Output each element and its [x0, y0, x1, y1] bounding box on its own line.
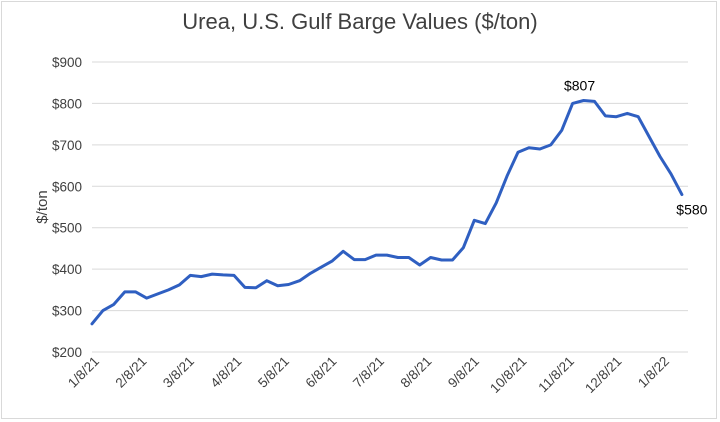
data-label: $580: [676, 202, 707, 218]
x-tick-label: 8/8/21: [397, 354, 434, 391]
x-tick-label: 2/8/21: [112, 354, 149, 391]
x-tick-label: 3/8/21: [160, 354, 197, 391]
series-group: [90, 99, 684, 326]
x-axis-ticks: 1/8/21 2/8/21 3/8/21 4/8/21 5/8/21 6/8/21 7/8/…: [65, 354, 672, 396]
x-tick-label: 7/8/21: [350, 354, 387, 391]
y-tick-label: $400: [52, 262, 82, 277]
x-tick-label: 12/8/21: [582, 354, 624, 396]
y-tick-label: $600: [52, 179, 82, 194]
y-tick-label: $500: [52, 221, 82, 236]
gridlines: [92, 61, 688, 353]
y-tick-label: $900: [52, 55, 82, 70]
x-tick-label: 5/8/21: [255, 354, 292, 391]
x-tick-label: 1/8/22: [635, 354, 672, 391]
y-tick-label: $800: [52, 96, 82, 111]
series-line: [90, 99, 684, 326]
x-tick-label: 11/8/21: [535, 354, 577, 396]
data-label: $807: [564, 78, 595, 94]
x-tick-label: 4/8/21: [207, 354, 244, 391]
y-axis-label: $/ton: [34, 190, 51, 223]
x-tick-label: 10/8/21: [487, 354, 529, 396]
y-axis-ticks: $200 $300 $400 $500 $600 $700 $800 $900: [52, 55, 82, 360]
y-tick-label: $300: [52, 304, 82, 319]
x-tick-label: 6/8/21: [302, 354, 339, 391]
x-tick-label: 9/8/21: [445, 354, 482, 391]
y-tick-label: $200: [52, 345, 82, 360]
chart-title: Urea, U.S. Gulf Barge Values ($/ton): [182, 9, 538, 34]
y-tick-label: $700: [52, 138, 82, 153]
data-labels: $807 $580: [564, 78, 708, 218]
